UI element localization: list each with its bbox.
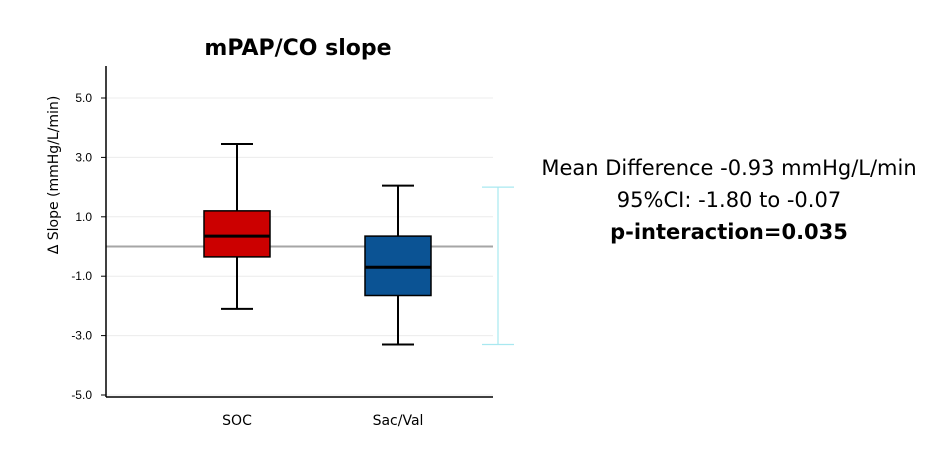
y-tick-label: -5.0: [71, 388, 92, 402]
confidence-interval-text: 95%CI: -1.80 to -0.07: [616, 188, 842, 212]
x-category-label: SOC: [222, 413, 252, 429]
box-soc: [203, 143, 271, 310]
stats-panel: Mean Difference -0.93 mmHg/L/min 95%CI: …: [510, 152, 948, 248]
y-tick-label: 3.0: [75, 150, 92, 164]
p-interaction-text: p-interaction=0.035: [610, 220, 848, 244]
y-tick-label: -3.0: [71, 329, 92, 343]
y-axis-label: Δ Slope (mmHg/L/min): [46, 96, 62, 255]
y-tick-label: 1.0: [75, 210, 92, 224]
box-sac-val: [364, 184, 432, 346]
box-iqr: [203, 210, 271, 258]
chart-title: mPAP/CO slope: [204, 36, 391, 61]
x-category-label: Sac/Val: [373, 413, 424, 429]
y-tick-label: -1.0: [71, 269, 92, 283]
mean-difference-text: Mean Difference -0.93 mmHg/L/min: [541, 156, 917, 180]
y-tick-label: 5.0: [75, 91, 92, 105]
